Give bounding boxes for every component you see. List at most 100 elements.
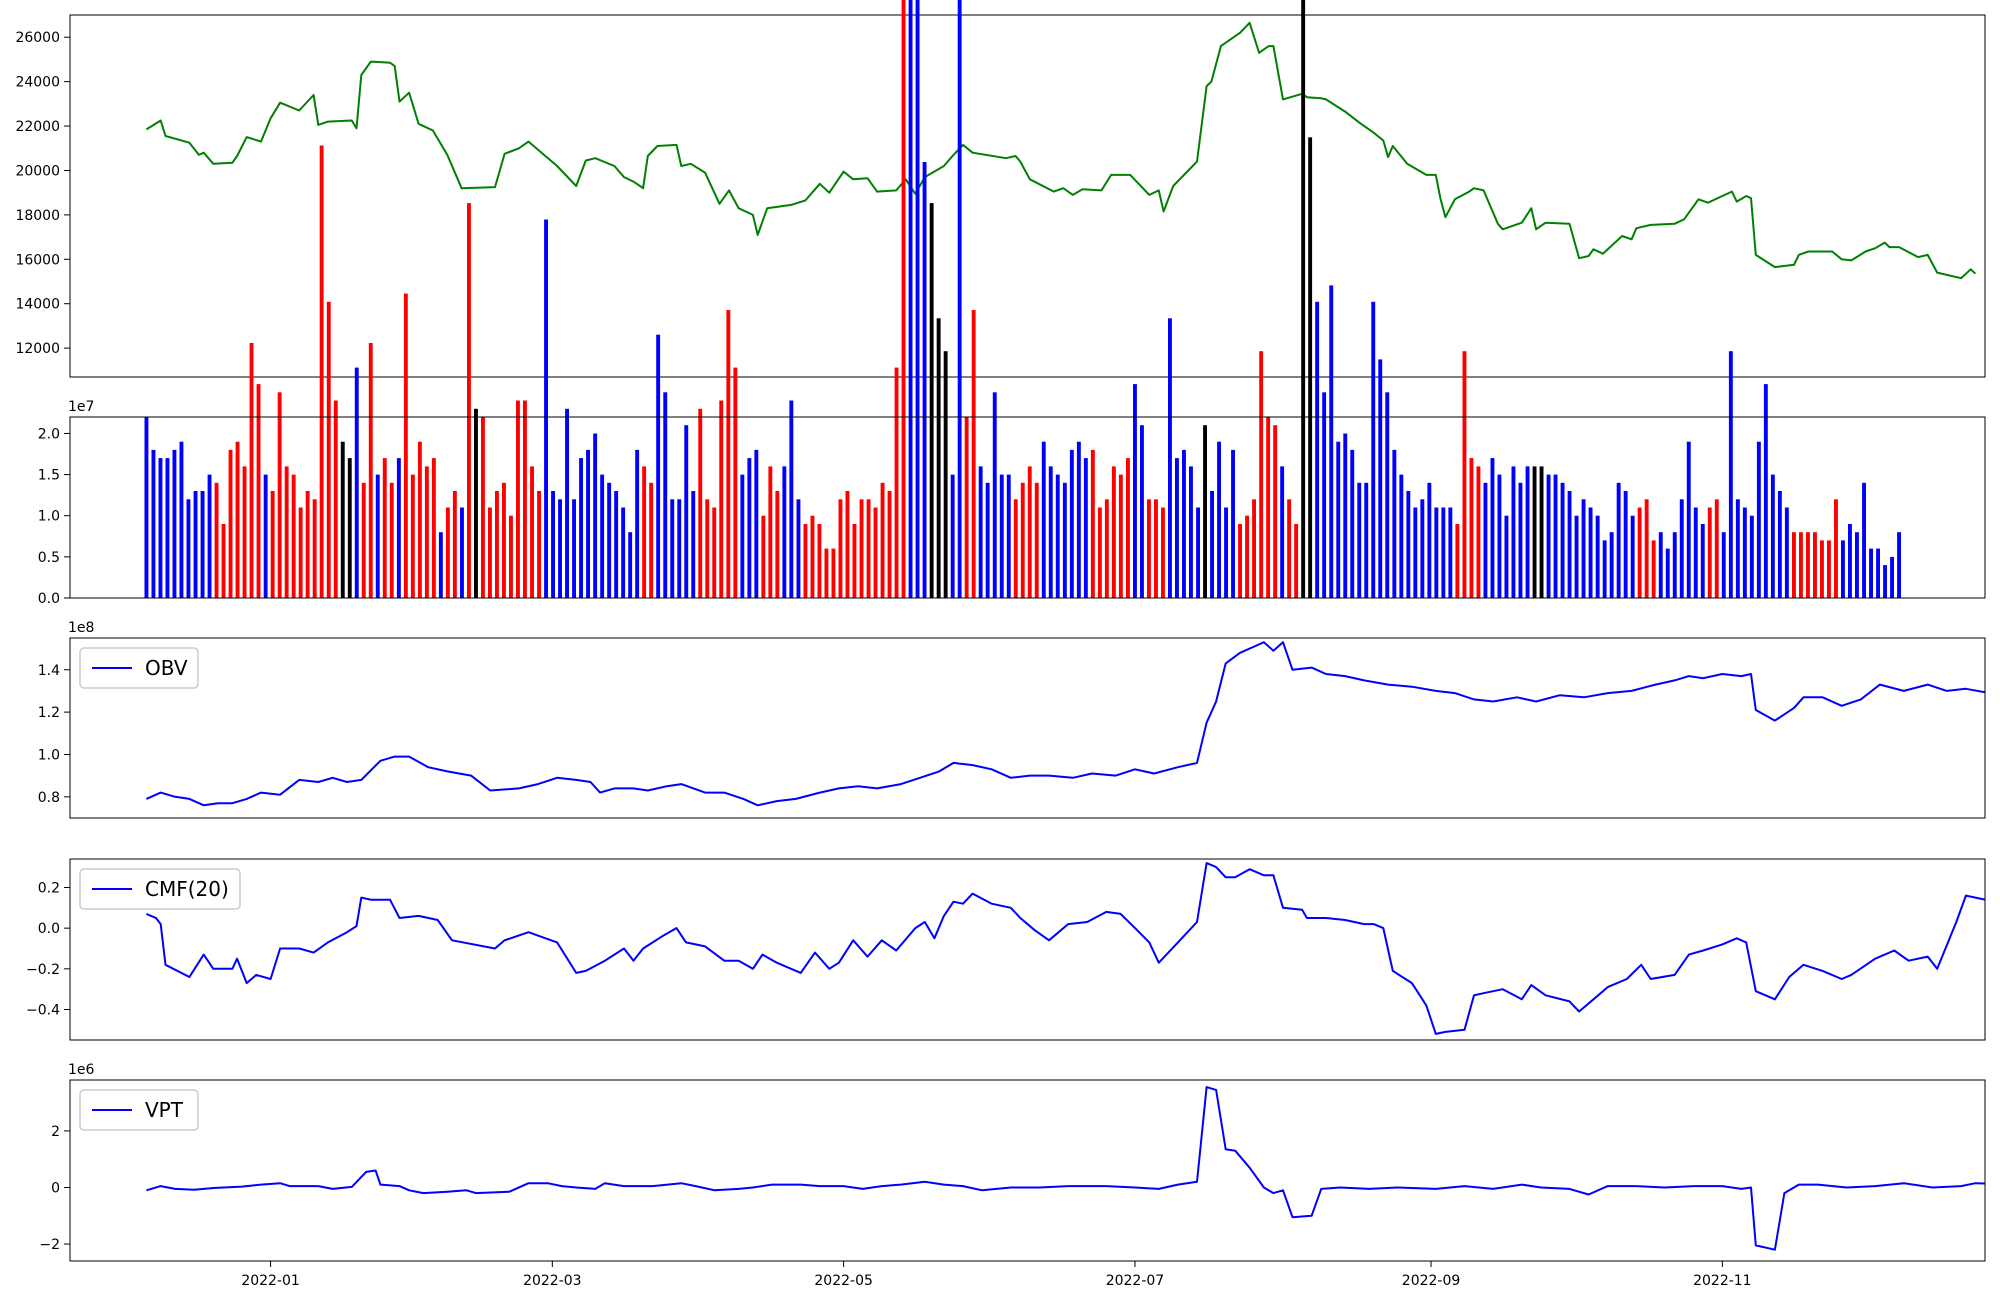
volume-bar <box>1813 532 1817 598</box>
volume-bar <box>663 392 668 598</box>
cmf-series-line <box>146 862 1985 1035</box>
volume-bar <box>179 441 184 598</box>
volume-bar <box>263 474 268 598</box>
volume-bar <box>1413 507 1418 598</box>
volume-bar <box>228 449 233 598</box>
volume-bar <box>873 507 878 598</box>
volume-bar <box>347 458 352 598</box>
volume-bar <box>1371 301 1376 598</box>
volume-bar <box>333 400 338 598</box>
volume-bar <box>1721 532 1726 598</box>
volume-bar <box>831 548 836 598</box>
volume-bar <box>1238 524 1242 598</box>
volume-bar <box>1308 137 1313 599</box>
vpt-plot-area <box>146 1086 1985 1251</box>
volume-bar <box>1224 507 1228 598</box>
volume-bar <box>438 532 443 598</box>
volume-bar <box>277 392 282 598</box>
volume-bar <box>1336 441 1341 598</box>
volume-bar <box>705 499 710 598</box>
volume-ytick-label: 1.5 <box>38 468 60 484</box>
price-ytick-label: 12000 <box>15 341 60 357</box>
volume-bar <box>1686 441 1691 598</box>
volume-bar <box>1168 318 1172 598</box>
volume-bar <box>656 334 661 598</box>
volume-bar <box>1448 507 1453 598</box>
volume-bar <box>1357 482 1362 598</box>
volume-bar <box>1420 499 1425 598</box>
volume-bar <box>1511 466 1516 598</box>
volume-bar <box>957 0 962 599</box>
volume-bar <box>256 384 261 598</box>
volume-bar <box>691 491 696 598</box>
volume-bar <box>698 408 703 598</box>
cmf-ytick-label: 0.0 <box>38 921 60 937</box>
date-tick-label: 2022-07 <box>1106 1273 1165 1289</box>
volume-bar <box>417 441 422 598</box>
volume-bar <box>761 515 766 598</box>
price-ytick-label: 14000 <box>15 297 60 313</box>
volume-bar <box>1834 499 1838 598</box>
volume-bar <box>1876 548 1880 598</box>
volume-bar <box>1364 482 1369 598</box>
volume-bar <box>1707 507 1712 598</box>
volume-bar <box>460 507 464 598</box>
volume-bar <box>901 0 906 598</box>
volume-bar <box>1777 491 1782 598</box>
volume-bar <box>628 532 633 598</box>
volume-bar <box>467 203 471 598</box>
volume-bar <box>523 400 527 598</box>
volume-bar <box>1406 491 1411 598</box>
volume-bar <box>1252 499 1256 598</box>
volume-bar <box>1104 499 1109 598</box>
volume-bar <box>1062 482 1067 598</box>
volume-bar <box>1848 524 1852 598</box>
volume-bar <box>978 466 983 598</box>
volume-bar <box>1497 474 1502 598</box>
volume-bar <box>817 524 822 598</box>
volume-bar <box>158 458 163 598</box>
volume-bar <box>298 507 303 598</box>
volume-bar <box>1749 515 1754 598</box>
volume-bar <box>726 310 731 598</box>
obv-ytick-label: 0.8 <box>38 790 60 806</box>
volume-bar <box>607 482 612 598</box>
volume-bar <box>1742 507 1747 598</box>
volume-bar <box>670 499 675 598</box>
vpt-ytick-label: 2 <box>51 1124 60 1140</box>
volume-bar <box>1883 565 1887 598</box>
volume-bar <box>396 458 401 598</box>
volume-bar <box>1329 285 1334 598</box>
volume-bar <box>516 400 520 598</box>
axes-frame <box>69 416 1986 599</box>
volume-bar <box>1693 507 1698 598</box>
volume-bar <box>754 449 759 598</box>
volume-bar <box>635 449 640 598</box>
volume-bar <box>151 449 156 598</box>
volume-bar <box>1055 474 1060 598</box>
volume-bar <box>908 0 913 598</box>
volume-bar <box>1539 466 1544 598</box>
volume-bar <box>1097 507 1102 598</box>
vpt-legend-box <box>79 1089 199 1131</box>
volume-bar <box>1890 556 1894 598</box>
volume-bar <box>1322 392 1327 598</box>
volume-bar <box>943 351 948 598</box>
price-ytick-label: 24000 <box>15 75 60 91</box>
price-ytick-label: 22000 <box>15 119 60 135</box>
volume-bar <box>474 408 478 598</box>
volume-bar <box>1820 540 1824 598</box>
volume-bar <box>1013 499 1018 598</box>
volume-bar <box>1245 515 1249 598</box>
volume-bar <box>1182 449 1186 598</box>
obv-ytick-label: 1.2 <box>38 705 60 721</box>
volume-bar <box>880 482 885 598</box>
volume-bar <box>1581 499 1586 598</box>
vpt-offset-label: 1e6 <box>68 1062 95 1078</box>
volume-bar <box>375 474 380 598</box>
volume-bar <box>354 367 359 598</box>
volume-bar <box>1076 441 1081 598</box>
volume-bar <box>1196 507 1200 598</box>
volume-bar <box>361 482 366 598</box>
vpt-series-line <box>146 1086 1985 1251</box>
